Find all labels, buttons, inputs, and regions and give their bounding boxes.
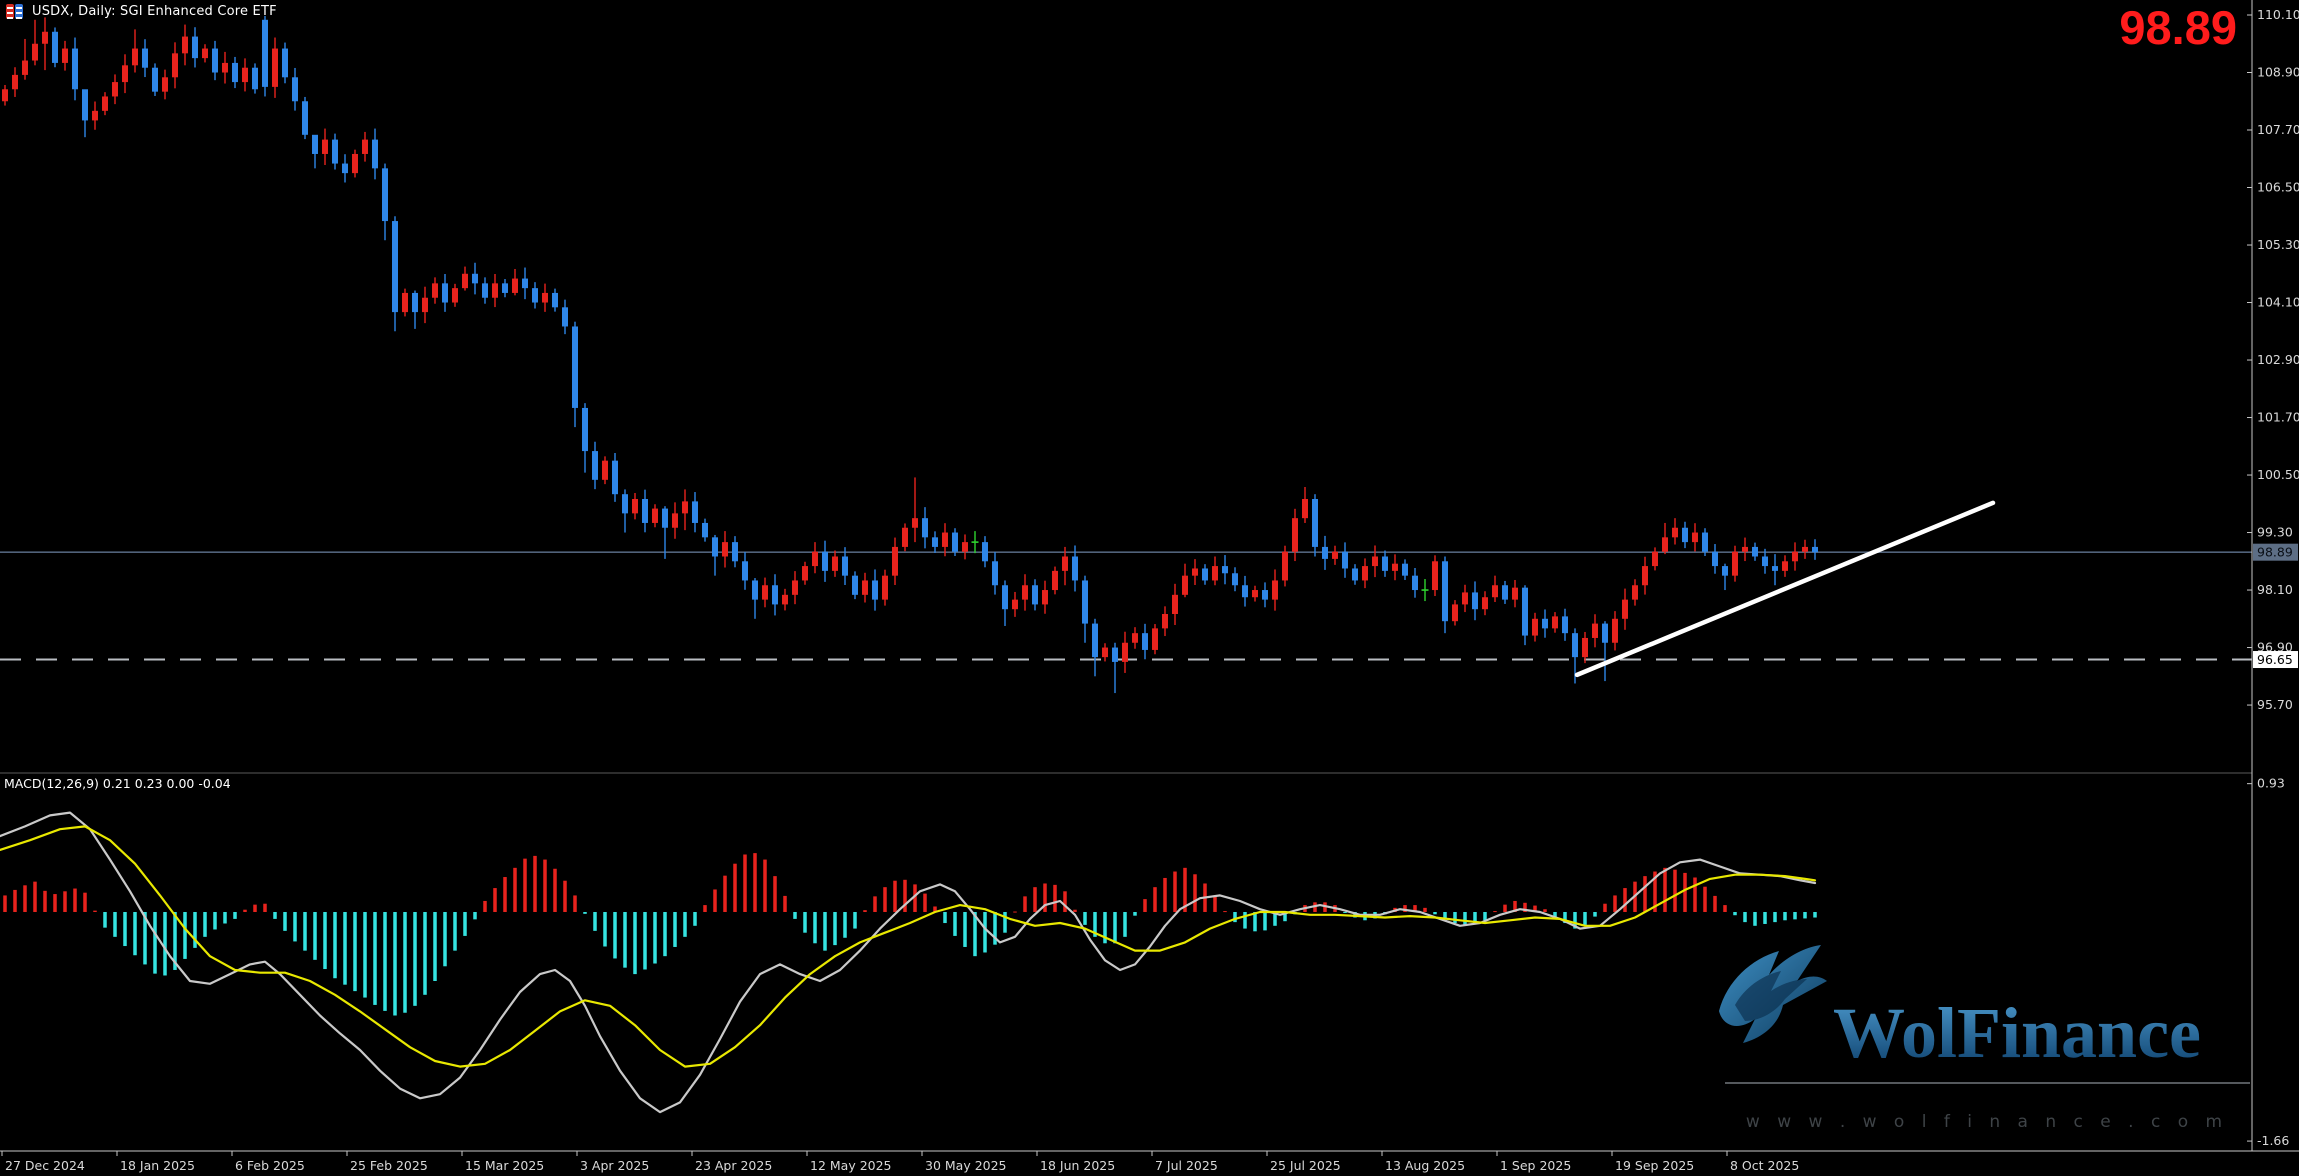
time-axis-label: 25 Jul 2025 [1270, 1158, 1341, 1173]
price-axis-label: 110.10 [2257, 7, 2299, 22]
time-axis-label: 19 Sep 2025 [1615, 1158, 1694, 1173]
macd-indicator-label: MACD(12,26,9) 0.21 0.23 0.00 -0.04 [4, 776, 231, 791]
time-axis-label: 12 May 2025 [810, 1158, 892, 1173]
macd-scale-label: -1.66 [2257, 1133, 2289, 1148]
chart-header: USDX, Daily: SGI Enhanced Core ETF [6, 4, 277, 19]
price-axis-label: 105.30 [2257, 237, 2299, 252]
candlestick-series [2, 15, 1818, 694]
price-axis-label: 107.70 [2257, 122, 2299, 137]
price-axis-label: 100.50 [2257, 467, 2299, 482]
svg-text:98.89: 98.89 [2257, 545, 2293, 560]
wolf-logo-icon [1719, 945, 1827, 1043]
price-axis-label: 99.30 [2257, 525, 2293, 540]
price-axis-label: 102.90 [2257, 352, 2299, 367]
price-axis-label: 106.50 [2257, 180, 2299, 195]
svg-text:96.65: 96.65 [2257, 652, 2293, 667]
watermark-brand-text: WolFinance [1833, 993, 2201, 1073]
price-tag-support [2253, 651, 2298, 669]
time-axis[interactable]: 27 Dec 2024 18 Jan 2025 6 Feb 2025 25 Feb 2… [0, 1150, 2299, 1173]
macd-line [0, 811, 1817, 1114]
price-axis-label: 95.70 [2257, 697, 2293, 712]
time-axis-label: 1 Sep 2025 [1500, 1158, 1571, 1173]
price-axis-label: 104.10 [2257, 295, 2299, 310]
price-tags: 98.89 96.65 [2253, 543, 2298, 669]
price-axis-label: 101.70 [2257, 410, 2299, 425]
price-axis-label: 98.10 [2257, 582, 2293, 597]
watermark-graphic: WolFinance w w w . w o l f i n a n c e .… [1719, 945, 2250, 1132]
time-axis-label: 6 Feb 2025 [235, 1158, 305, 1173]
current-price-display: 98.89 [2119, 1, 2237, 54]
time-axis-label: 18 Jun 2025 [1040, 1158, 1115, 1173]
time-axis-label: 13 Aug 2025 [1385, 1158, 1465, 1173]
macd-histogram [3, 853, 1817, 1016]
price-axis-label: 108.90 [2257, 65, 2299, 80]
symbol-title: USDX, Daily: SGI Enhanced Core ETF [32, 4, 277, 19]
price-tag-current [2253, 543, 2298, 561]
time-axis-label: 23 Apr 2025 [695, 1158, 772, 1173]
time-axis-label: 30 May 2025 [925, 1158, 1007, 1173]
watermark-url-text: w w w . w o l f i n a n c e . c o m [1746, 1112, 2228, 1132]
time-axis-label: 18 Jan 2025 [120, 1158, 195, 1173]
time-axis-label: 3 Apr 2025 [580, 1158, 649, 1173]
watermark: WolFinance w w w . w o l f i n a n c e .… [1705, 935, 2265, 1149]
price-axis-label: 96.90 [2257, 640, 2293, 655]
symbol-icon [6, 4, 24, 19]
time-axis-label: 8 Oct 2025 [1730, 1158, 1799, 1173]
time-axis-label: 7 Jul 2025 [1155, 1158, 1218, 1173]
price-axis[interactable]: 110.10 108.90 107.70 106.50 105.30 104.10 102.… [2247, 0, 2299, 1151]
time-axis-label: 27 Dec 2024 [5, 1158, 85, 1173]
macd-scale-label: 0.93 [2257, 776, 2285, 791]
signal-line [0, 825, 1817, 1068]
trendline-object[interactable] [1574, 500, 1996, 678]
time-axis-label: 25 Feb 2025 [350, 1158, 428, 1173]
time-axis-label: 15 Mar 2025 [465, 1158, 544, 1173]
